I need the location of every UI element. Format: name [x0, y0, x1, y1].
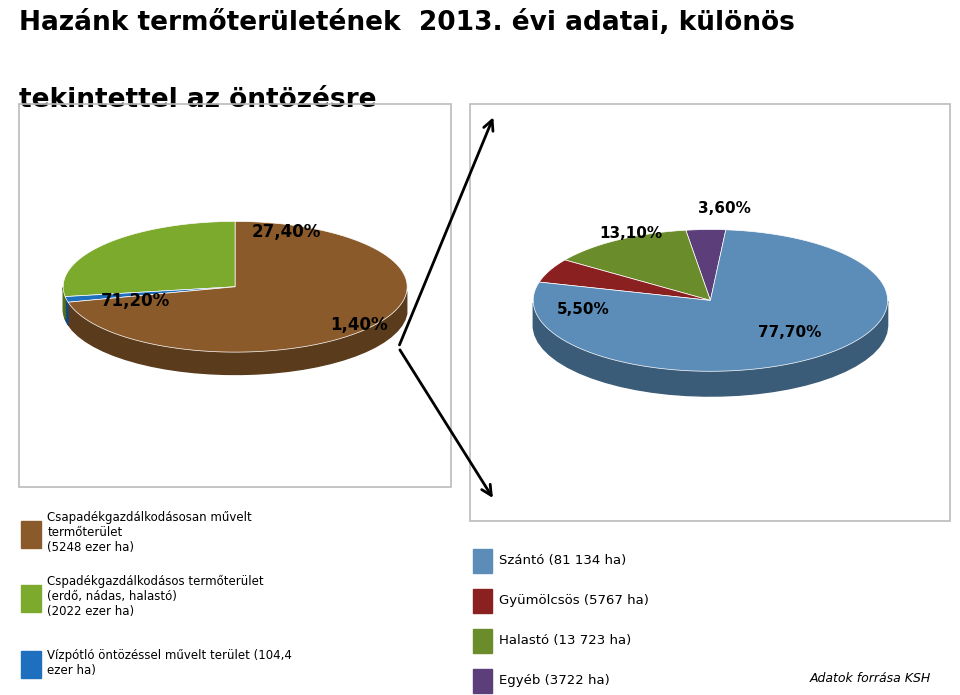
Polygon shape [534, 302, 888, 396]
Bar [472, 549, 492, 573]
Polygon shape [68, 222, 407, 352]
Polygon shape [63, 288, 65, 319]
Text: 5,50%: 5,50% [557, 302, 610, 317]
Text: 1,40%: 1,40% [330, 316, 388, 334]
Text: Szántó (81 134 ha): Szántó (81 134 ha) [499, 554, 627, 566]
Text: Gyümölcsös (5767 ha): Gyümölcsös (5767 ha) [499, 594, 649, 607]
Text: tekintettel az öntözésre: tekintettel az öntözésre [19, 87, 376, 113]
Bar [21, 521, 40, 548]
Polygon shape [68, 291, 407, 375]
Text: 77,70%: 77,70% [758, 325, 822, 340]
Text: 27,40%: 27,40% [252, 222, 322, 240]
Polygon shape [63, 222, 235, 297]
Bar [472, 629, 492, 653]
Polygon shape [540, 260, 710, 300]
Text: 71,20%: 71,20% [101, 291, 170, 309]
Polygon shape [533, 230, 888, 371]
Polygon shape [65, 287, 235, 302]
Text: Vízpótló öntözéssel művelt terület (104,4
ezer ha): Vízpótló öntözéssel művelt terület (104,… [47, 648, 292, 677]
Text: 3,60%: 3,60% [698, 201, 751, 215]
Text: Adatok forrása KSH: Adatok forrása KSH [810, 671, 931, 685]
Text: 13,10%: 13,10% [599, 226, 662, 240]
Polygon shape [65, 297, 68, 325]
Polygon shape [685, 229, 726, 300]
Bar [472, 669, 492, 693]
Text: Egyéb (3722 ha): Egyéb (3722 ha) [499, 673, 610, 687]
Text: Halastó (13 723 ha): Halastó (13 723 ha) [499, 634, 632, 646]
Bar [472, 589, 492, 613]
Text: Hazánk termőterületének  2013. évi adatai, különös: Hazánk termőterületének 2013. évi adatai… [19, 10, 795, 36]
Bar [21, 585, 40, 612]
Polygon shape [564, 230, 710, 300]
Text: Cspadékgazdálkodásos termőterület
(erdő, nádas, halastó)
(2022 ezer ha): Cspadékgazdálkodásos termőterület (erdő,… [47, 575, 264, 618]
Bar [21, 651, 40, 678]
Text: Csapadékgazdálkodásosan művelt
termőterület
(5248 ezer ha): Csapadékgazdálkodásosan művelt termőterü… [47, 511, 252, 554]
